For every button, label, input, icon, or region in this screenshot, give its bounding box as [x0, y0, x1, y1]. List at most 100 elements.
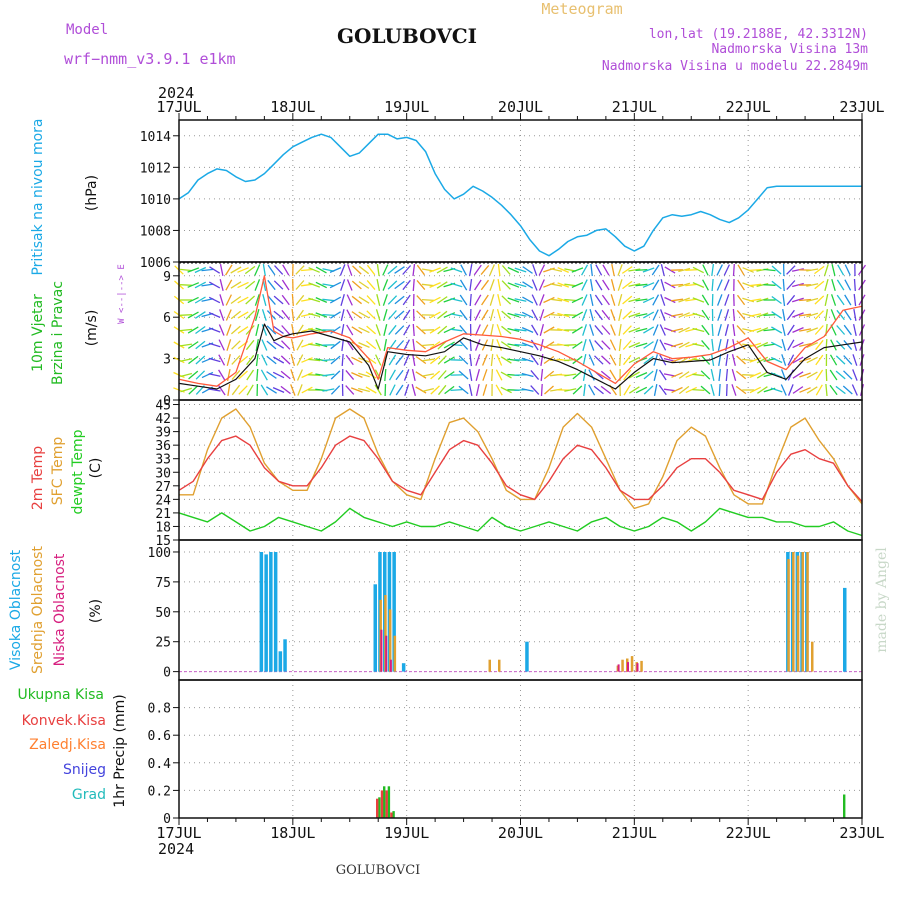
wind-arrow: [497, 263, 501, 277]
wind-arrow: [358, 311, 370, 319]
wind-arrow: [843, 355, 853, 365]
wind-arrow: [658, 369, 667, 381]
wind-arrow: [664, 266, 676, 274]
wind-arrow: [806, 386, 818, 394]
date-label-bottom: 23JUL: [839, 824, 884, 842]
wind-arrow: [474, 309, 482, 321]
wind-arrow: [617, 279, 623, 291]
wind-arrow: [376, 264, 380, 276]
wind-arrow: [557, 297, 570, 303]
wind-arrow: [539, 294, 545, 306]
wind-arrow: [831, 279, 836, 291]
wind-arrow: [490, 338, 494, 352]
wind-arrow: [572, 385, 583, 395]
wind-arrow: [429, 341, 441, 349]
wind-arrow: [550, 267, 563, 273]
wind-arrow: [273, 356, 285, 364]
precip-bar: [380, 790, 384, 818]
wind-arrow: [469, 353, 473, 367]
wind-arrow: [621, 266, 633, 274]
wind-arrow: [262, 263, 266, 277]
wind-arrow: [358, 296, 370, 304]
wind-arrow: [415, 371, 427, 379]
wind-arrow: [195, 370, 206, 380]
wind-arrow: [718, 368, 722, 382]
wind-arrow: [530, 339, 539, 351]
wind-arrow: [352, 265, 362, 275]
wind-arrow: [201, 298, 214, 302]
wind-arrow: [351, 372, 363, 378]
wind-arrow: [490, 353, 494, 367]
wind-arrow: [582, 324, 588, 336]
wind-arrow: [358, 387, 370, 393]
wind-arrow: [635, 327, 648, 333]
wind-arrow: [473, 264, 482, 276]
wind-arrow: [273, 310, 284, 320]
wind-arrow: [853, 278, 856, 292]
wind-arrow: [829, 369, 838, 381]
wind-arrow: [532, 264, 538, 276]
wind-arrow: [814, 295, 825, 305]
wind-arrow: [482, 384, 488, 396]
wind-arrow: [188, 355, 199, 365]
wind-arrow: [436, 281, 448, 289]
wind-arrow: [836, 279, 845, 291]
wind-arrow: [244, 265, 256, 275]
wind-arrow: [489, 294, 495, 306]
wind-arrow: [836, 309, 845, 321]
wind-arrow: [652, 324, 659, 336]
wind-arrow: [322, 313, 335, 317]
wind-arrow: [571, 282, 584, 288]
wind-arrow: [474, 324, 481, 336]
wind-arrow: [724, 309, 730, 321]
t2m-line: [178, 435, 863, 503]
cloud-bar: [525, 641, 529, 672]
wind-arrow: [836, 325, 846, 335]
wind-arrow: [736, 340, 746, 350]
wind-arrow: [572, 341, 583, 349]
wind-arrow: [521, 342, 534, 348]
wind-arrow: [330, 311, 341, 319]
precip-bar: [376, 798, 379, 818]
wind-arrow: [402, 265, 412, 275]
year-bottom: 2024: [158, 840, 194, 858]
wind-arrow: [564, 344, 577, 346]
wind-arrow: [180, 343, 193, 347]
wind-arrow: [436, 266, 448, 274]
wind-arrow: [346, 279, 353, 291]
wind-arrow: [602, 279, 610, 291]
wind-arrow: [280, 370, 291, 380]
wind-arrow: [742, 267, 754, 273]
wind-arrow: [350, 387, 363, 393]
wind-arrow: [507, 327, 520, 333]
wind-arrow: [736, 309, 746, 321]
wind-arrow: [444, 385, 455, 395]
wind-arrow: [256, 368, 259, 382]
wind-arrow: [799, 372, 811, 378]
wind-arrow: [230, 281, 242, 289]
wind-arrow: [611, 263, 615, 277]
wind-arrow: [635, 313, 648, 317]
wind-arrow: [716, 294, 723, 306]
wind-arrow: [469, 279, 473, 291]
precip-ytick-label: 0.8: [148, 702, 171, 717]
wind-arrow: [403, 339, 410, 351]
wind-arrow: [792, 297, 804, 303]
wind-arrow: [507, 312, 520, 318]
wind-arrow: [481, 309, 489, 321]
wind-arrow: [685, 283, 698, 287]
wind-arrow: [358, 326, 370, 334]
wind-arrow: [771, 311, 783, 319]
wind-arrow: [622, 325, 632, 335]
wind-arrow: [799, 357, 811, 363]
wind-arrow: [491, 368, 494, 382]
cloud-ytick-label: 25: [155, 636, 171, 651]
pressure-ytick-label: 1010: [140, 193, 171, 208]
wind-arrow: [653, 383, 658, 397]
wind-arrow: [375, 324, 381, 336]
legend-snow: Snijeg: [63, 762, 106, 778]
wind-arrow: [301, 357, 313, 363]
wind-arrow: [701, 339, 710, 351]
wind-arrow: [700, 385, 711, 395]
wind-arrow: [490, 323, 494, 337]
